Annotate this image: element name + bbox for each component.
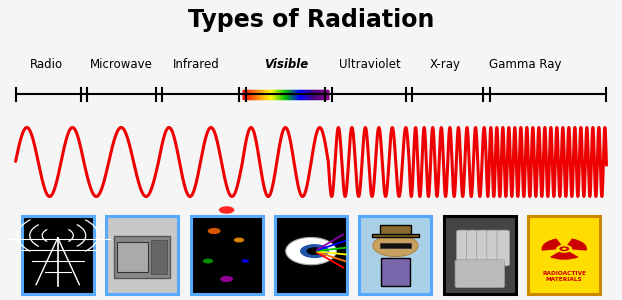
FancyBboxPatch shape bbox=[476, 230, 490, 266]
FancyBboxPatch shape bbox=[487, 230, 499, 266]
FancyBboxPatch shape bbox=[381, 258, 410, 286]
FancyBboxPatch shape bbox=[151, 240, 167, 274]
Text: Radio: Radio bbox=[30, 58, 63, 71]
FancyBboxPatch shape bbox=[455, 260, 504, 288]
FancyBboxPatch shape bbox=[360, 216, 432, 294]
Circle shape bbox=[556, 245, 572, 253]
Text: RADIOACTIVE
MATERIALS: RADIOACTIVE MATERIALS bbox=[542, 272, 587, 282]
FancyBboxPatch shape bbox=[528, 216, 600, 294]
FancyBboxPatch shape bbox=[106, 216, 179, 294]
Circle shape bbox=[203, 259, 213, 263]
Circle shape bbox=[307, 247, 323, 255]
Circle shape bbox=[559, 246, 570, 251]
Circle shape bbox=[241, 259, 249, 263]
Circle shape bbox=[208, 228, 221, 234]
FancyBboxPatch shape bbox=[497, 230, 509, 266]
FancyBboxPatch shape bbox=[379, 225, 411, 234]
Circle shape bbox=[300, 244, 329, 258]
Circle shape bbox=[234, 238, 244, 242]
Wedge shape bbox=[542, 238, 562, 251]
Text: Infrared: Infrared bbox=[172, 58, 220, 71]
Circle shape bbox=[559, 246, 569, 251]
Wedge shape bbox=[567, 238, 587, 251]
Text: Gamma Ray: Gamma Ray bbox=[490, 58, 562, 71]
Circle shape bbox=[373, 235, 418, 256]
Circle shape bbox=[219, 206, 234, 214]
Wedge shape bbox=[550, 252, 579, 260]
FancyBboxPatch shape bbox=[275, 216, 347, 294]
Text: Types of Radiation: Types of Radiation bbox=[188, 8, 434, 31]
FancyBboxPatch shape bbox=[379, 242, 411, 247]
FancyBboxPatch shape bbox=[117, 242, 148, 272]
Text: Microwave: Microwave bbox=[90, 58, 153, 71]
Circle shape bbox=[220, 276, 233, 282]
FancyBboxPatch shape bbox=[443, 216, 516, 294]
FancyBboxPatch shape bbox=[373, 234, 419, 237]
Circle shape bbox=[562, 248, 567, 250]
FancyBboxPatch shape bbox=[22, 216, 94, 294]
FancyBboxPatch shape bbox=[457, 230, 469, 266]
FancyBboxPatch shape bbox=[114, 236, 170, 278]
FancyBboxPatch shape bbox=[190, 216, 262, 294]
Text: X-ray: X-ray bbox=[429, 58, 460, 71]
Text: Ultraviolet: Ultraviolet bbox=[339, 58, 401, 71]
Ellipse shape bbox=[285, 238, 337, 265]
Text: Visible: Visible bbox=[264, 58, 309, 71]
FancyBboxPatch shape bbox=[466, 230, 480, 266]
